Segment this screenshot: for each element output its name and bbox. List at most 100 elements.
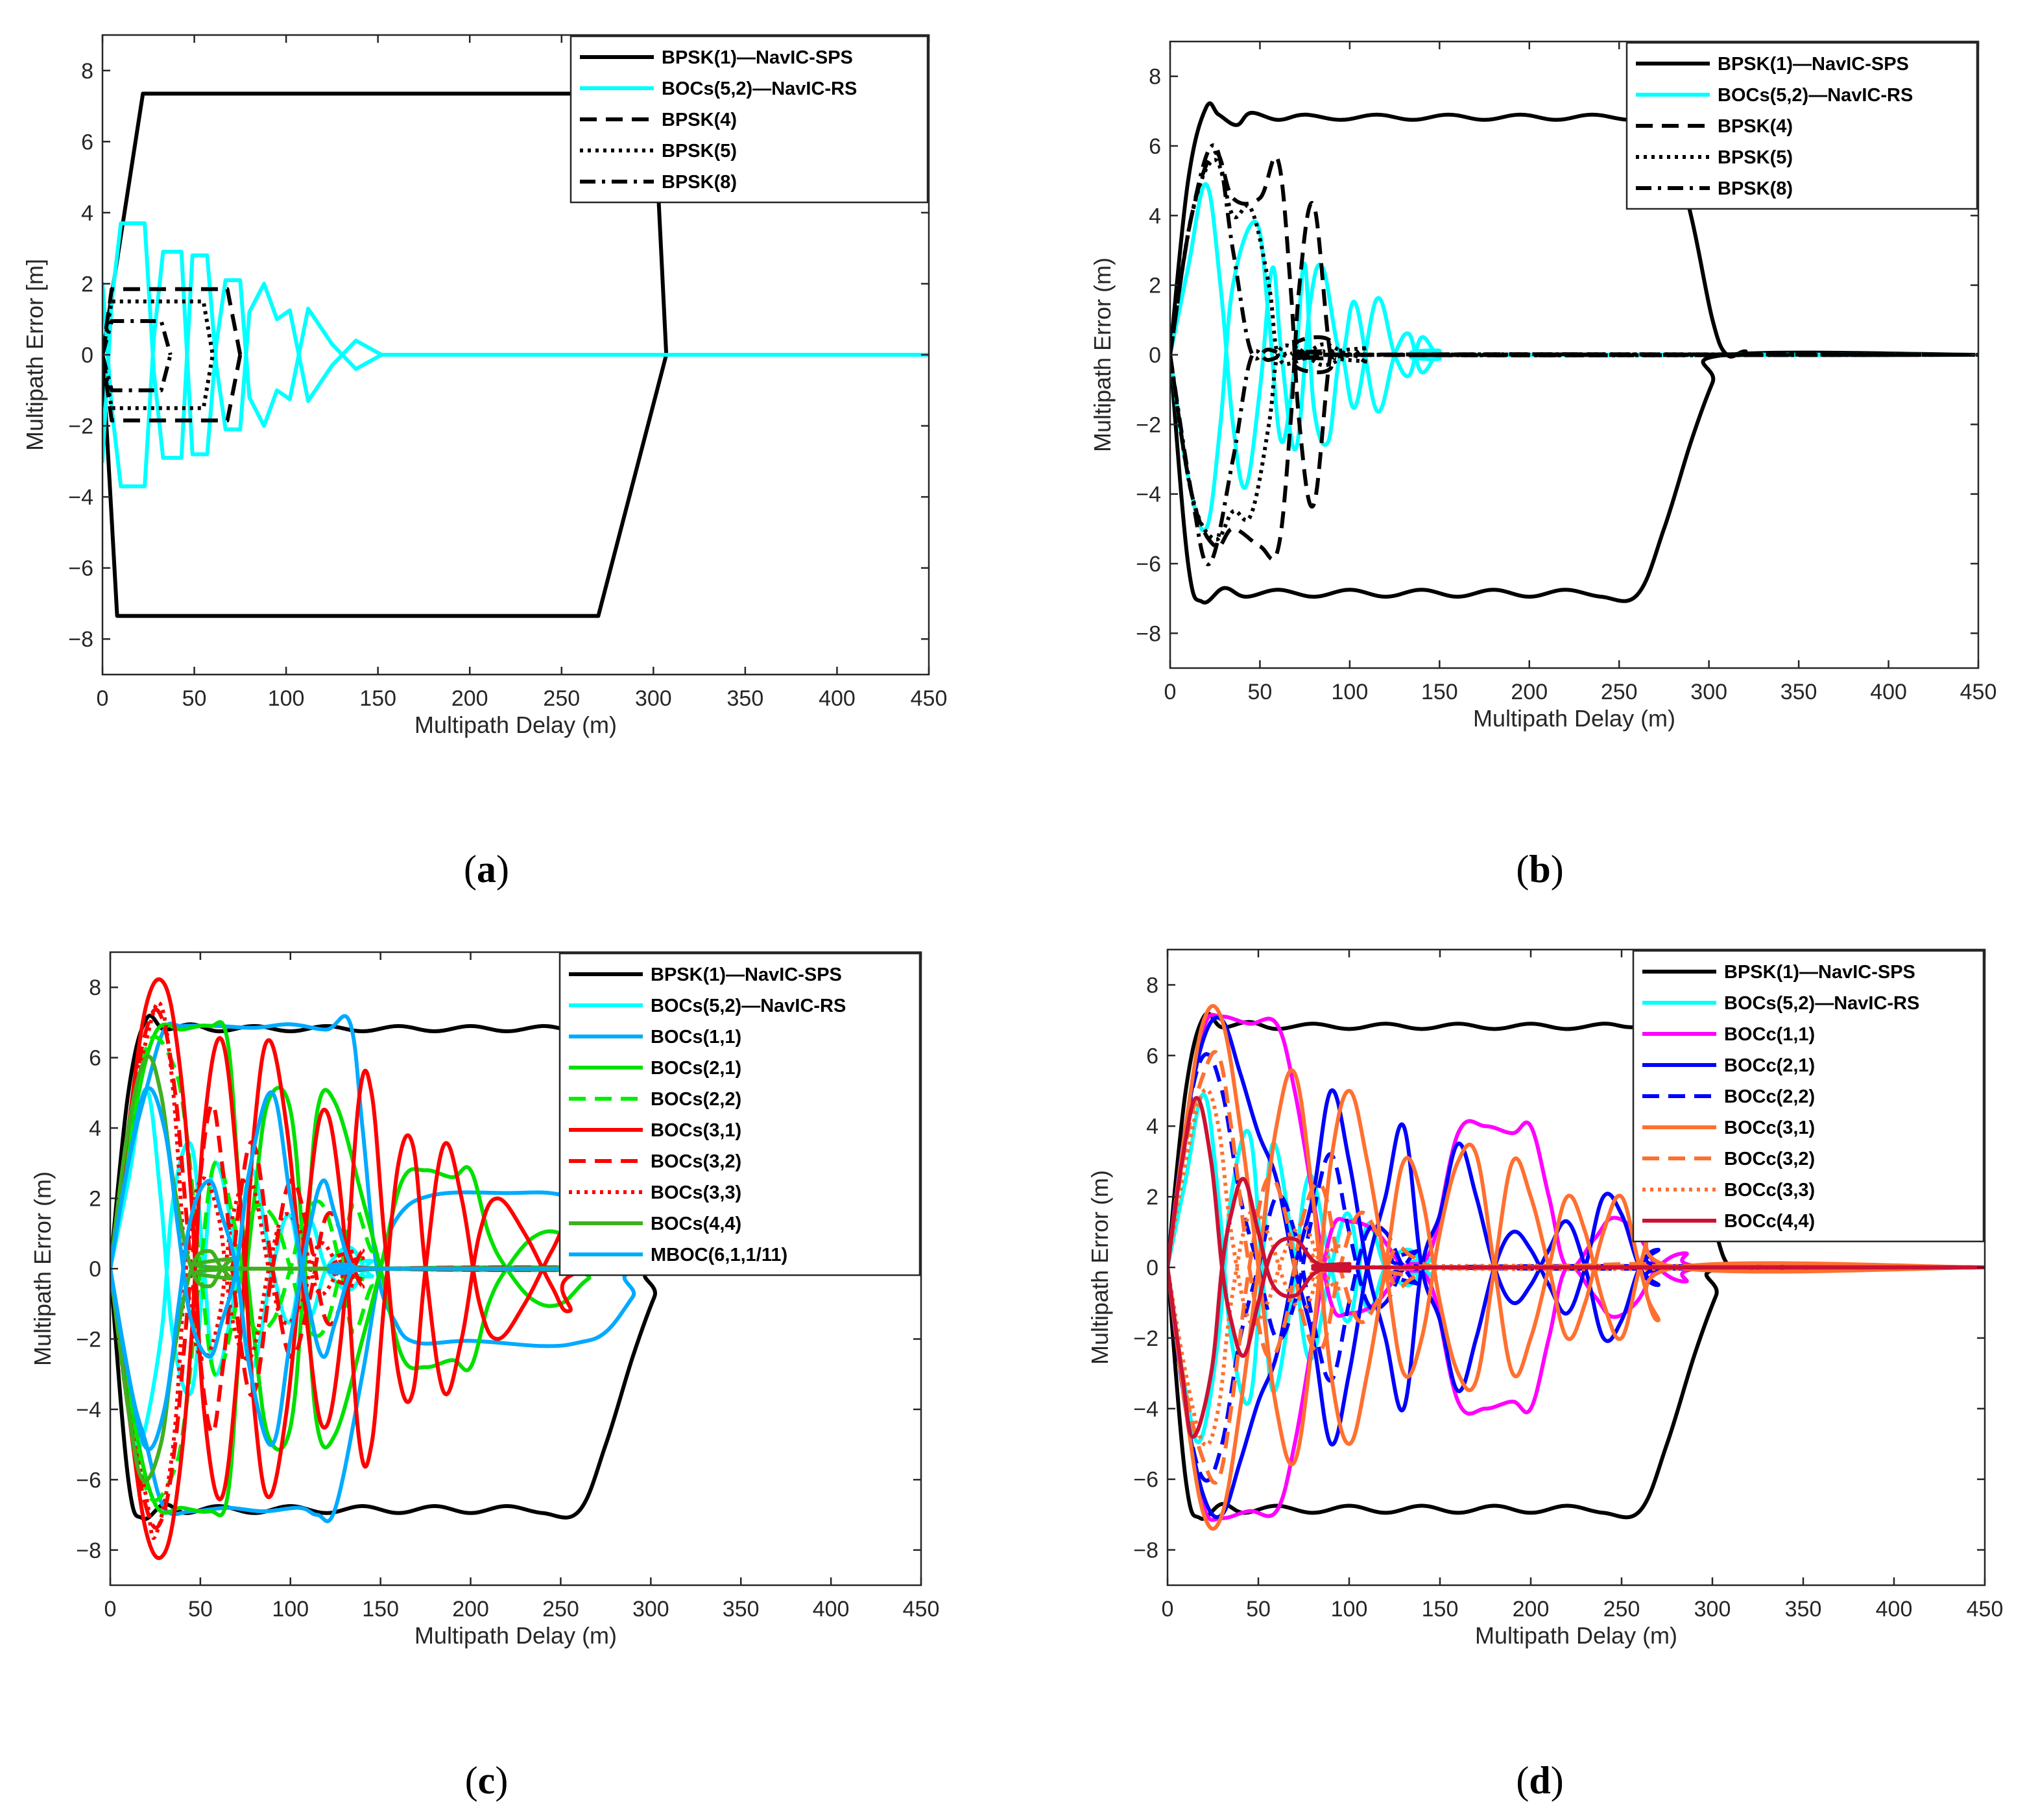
series-line-8-lower <box>1168 1177 1985 1439</box>
x-tick-label: 300 <box>632 1597 669 1622</box>
y-tick-label: −8 <box>68 627 93 652</box>
x-tick-label: 100 <box>1331 1597 1368 1622</box>
legend-entry-label: BOCs(5,2)—NavIC-RS <box>1718 85 1913 106</box>
legend-entry-label: BOCs(1,1) <box>651 1027 741 1048</box>
x-tick-label: 150 <box>1422 1597 1459 1622</box>
series-line-7-upper <box>110 1001 921 1361</box>
x-tick-label: 150 <box>1421 680 1458 704</box>
y-tick-label: 8 <box>89 976 101 1000</box>
x-tick-label: 400 <box>1876 1597 1913 1622</box>
chart-panel-b: 0 50 100 150 200 250 300 350 400 450 −8 −6 −4 −2 0 2 4 6 8… <box>1089 40 1996 891</box>
legend-entry-label: BOCs(3,2) <box>651 1151 741 1172</box>
x-tick-label: 50 <box>182 686 207 711</box>
y-tick-label: 6 <box>1149 134 1161 159</box>
series-group <box>1170 101 1978 605</box>
legend-entry-label: BOCs(2,1) <box>651 1058 741 1079</box>
legend-entry-label: BOCs(3,1) <box>651 1120 741 1141</box>
x-tick-label: 100 <box>1332 680 1369 704</box>
legend-entry-label: BOCc(3,3) <box>1724 1180 1815 1201</box>
x-tick-label: 200 <box>452 1597 489 1622</box>
y-tick-label: 0 <box>1146 1256 1158 1280</box>
x-tick-label: 400 <box>1870 680 1907 704</box>
x-tick-label: 350 <box>723 1597 760 1622</box>
legend-entry-label: BPSK(5) <box>1718 147 1793 168</box>
series-line-6-upper <box>1168 1049 1985 1360</box>
x-tick-label: 450 <box>903 1597 940 1622</box>
legend: BPSK(1)—NavIC-SPS BOCs(5,2)—NavIC-RS BPSK(… <box>569 35 929 204</box>
y-axis-label: Multipath Error (m) <box>1086 1170 1113 1365</box>
x-tick-label: 350 <box>1785 1597 1822 1622</box>
legend: BPSK(1)—NavIC-SPS BOCs(5,2)—NavIC-RS BOCs(… <box>558 952 921 1276</box>
legend-entry-label: BOCs(5,2)—NavIC-RS <box>651 996 846 1016</box>
x-tick-label: 250 <box>542 1597 579 1622</box>
series-line-6-upper <box>110 1007 921 1435</box>
y-tick-label: 8 <box>81 59 93 84</box>
legend-entry-label: BOCc(2,2) <box>1724 1086 1815 1107</box>
series-line-3-upper <box>1168 1015 1985 1447</box>
y-tick-label: −2 <box>1136 413 1161 437</box>
legend-entry-label: BPSK(4) <box>662 110 737 130</box>
panel-caption: (b) <box>1516 848 1563 891</box>
y-tick-label: 2 <box>1146 1185 1158 1210</box>
legend-entry-label: BOCs(5,2)—NavIC-RS <box>662 78 857 99</box>
legend-box <box>1625 42 1978 210</box>
legend-entry-label: BOCc(4,4) <box>1724 1211 1815 1232</box>
legend-entry-label: MBOC(6,1,1/11) <box>651 1245 787 1265</box>
y-tick-label: −4 <box>1133 1397 1158 1422</box>
y-tick-label: −8 <box>76 1539 101 1563</box>
y-tick-label: −8 <box>1133 1539 1158 1563</box>
series-line-5-upper <box>1168 1004 1985 1467</box>
legend: BPSK(1)—NavIC-SPS BOCs(5,2)—NavIC-RS BOCc(… <box>1632 950 1985 1243</box>
legend-entry-label: BOCc(1,1) <box>1724 1024 1815 1045</box>
y-axis-label: Multipath Error [m] <box>21 259 48 451</box>
legend-entry-label: BOCc(3,2) <box>1724 1149 1815 1169</box>
x-tick-label: 250 <box>1601 680 1638 704</box>
x-tick-label: 300 <box>1690 680 1727 704</box>
x-tick-label: 450 <box>911 686 948 711</box>
x-tick-label: 400 <box>819 686 856 711</box>
x-tick-label: 250 <box>543 686 580 711</box>
x-tick-label: 0 <box>97 686 109 711</box>
y-tick-label: 4 <box>1146 1114 1158 1139</box>
chart-panel-c: 0 50 100 150 200 250 300 350 400 450 −8 −6 −4 −2 0 2 4 6 8… <box>29 951 940 1802</box>
legend-entry-label: BPSK(5) <box>662 141 737 162</box>
chart-panel-a: 0 50 100 150 200 250 300 350 400 450 −8 −6 −4 −2 0 2 4 6 8… <box>21 34 948 891</box>
y-tick-label: 4 <box>1149 204 1161 228</box>
legend-entry-label: BPSK(4) <box>1718 116 1793 137</box>
legend-entry-label: BOCc(2,1) <box>1724 1055 1815 1076</box>
x-tick-label: 150 <box>359 686 396 711</box>
x-tick-label: 400 <box>813 1597 850 1622</box>
legend-box <box>569 35 929 204</box>
y-tick-label: −4 <box>1136 483 1161 507</box>
legend-entry-label: BPSK(1)—NavIC-SPS <box>1724 962 1915 983</box>
y-tick-label: 6 <box>81 130 93 154</box>
y-tick-label: 8 <box>1149 65 1161 90</box>
x-tick-label: 50 <box>1246 1597 1271 1622</box>
x-tick-label: 100 <box>268 686 305 711</box>
x-tick-label: 200 <box>1511 680 1548 704</box>
series-group <box>1168 1004 1985 1531</box>
series-group <box>102 91 929 618</box>
x-tick-label: 0 <box>1164 680 1177 704</box>
y-tick-label: 6 <box>89 1046 101 1071</box>
y-tick-label: 6 <box>1146 1044 1158 1068</box>
x-axis-label: Multipath Delay (m) <box>1475 1622 1677 1649</box>
legend-entry-label: BPSK(1)—NavIC-SPS <box>662 47 853 68</box>
legend-entry-label: BPSK(8) <box>662 172 737 193</box>
y-tick-label: −2 <box>1133 1326 1158 1351</box>
series-line-6-lower <box>1168 1175 1985 1485</box>
y-tick-label: −6 <box>68 557 93 581</box>
x-axis-label: Multipath Delay (m) <box>414 712 617 738</box>
x-tick-label: 200 <box>451 686 488 711</box>
series-line-4-upper <box>102 319 173 355</box>
legend-entry-label: BOCc(3,1) <box>1724 1118 1815 1138</box>
y-tick-label: 2 <box>81 272 93 296</box>
series-line-1-lower <box>1170 219 1978 533</box>
x-tick-label: 350 <box>727 686 764 711</box>
series-line-0-lower <box>1170 350 1978 605</box>
y-tick-label: −6 <box>76 1468 101 1492</box>
y-tick-label: 0 <box>1149 343 1161 368</box>
panel-caption: (c) <box>465 1759 509 1802</box>
y-tick-label: −2 <box>68 414 93 439</box>
x-axis-label: Multipath Delay (m) <box>1473 705 1675 732</box>
